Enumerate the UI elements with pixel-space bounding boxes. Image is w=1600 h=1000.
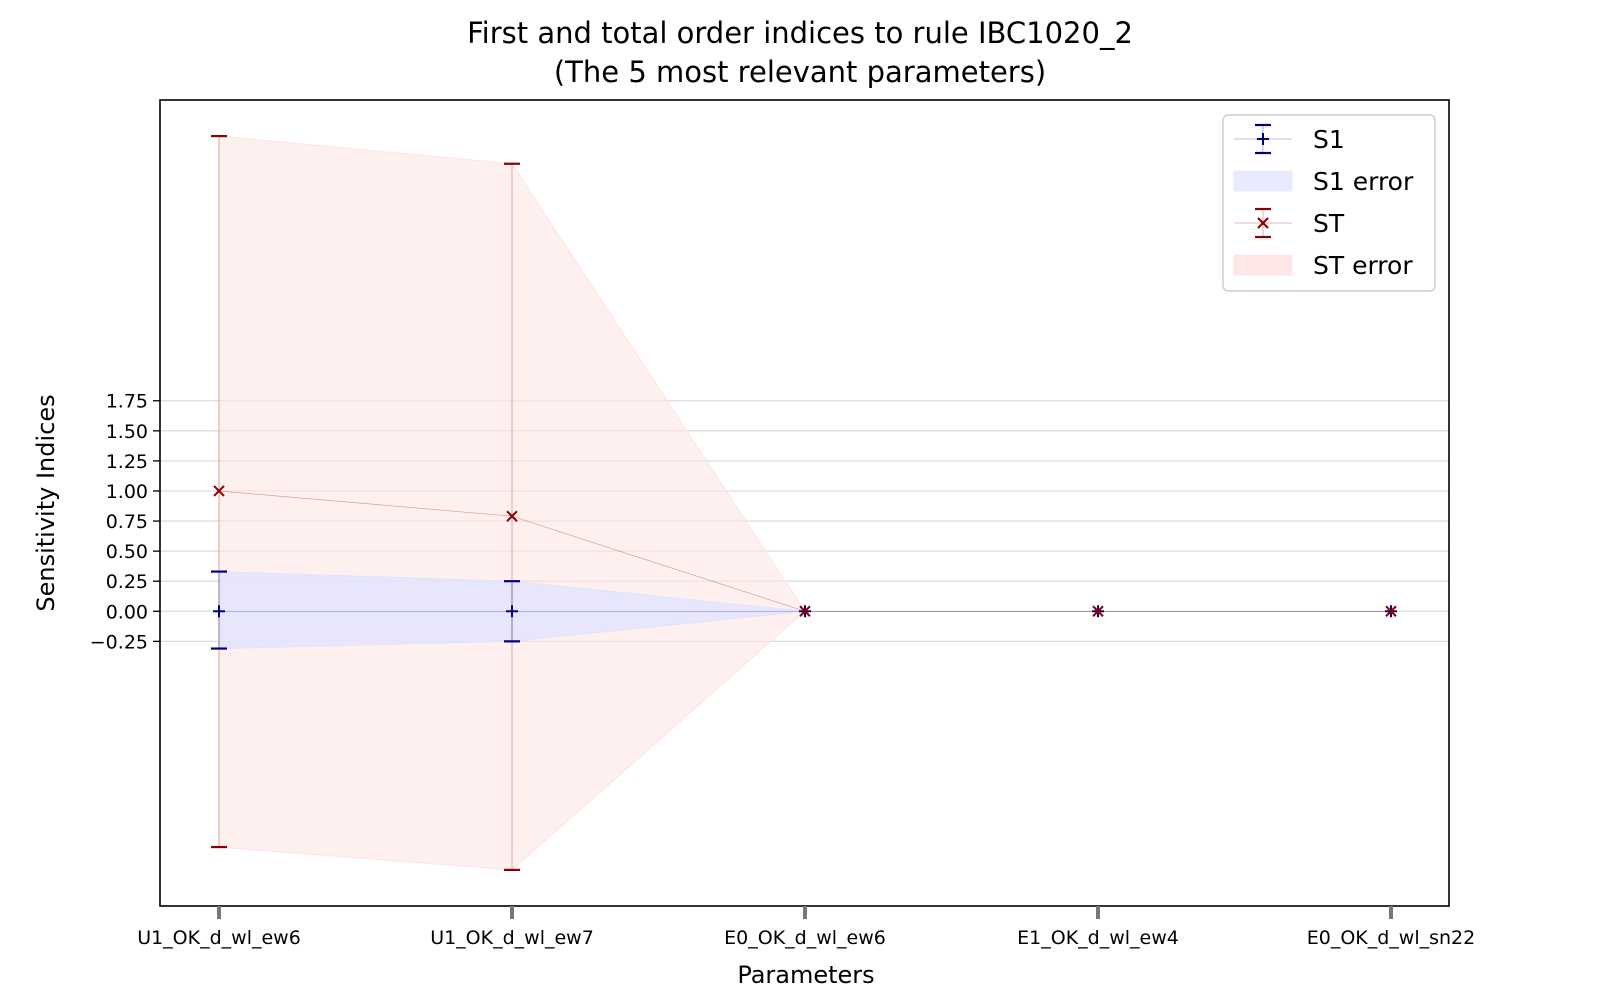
y-tick-label: 1.00 xyxy=(106,481,148,503)
legend-marker-st-b xyxy=(1257,217,1269,229)
legend-marker-st xyxy=(1257,217,1269,229)
y-axis-ticks: −0.25 0.00 0.25 0.50 0.75 1.00 1.25 1.50 1.75 xyxy=(90,391,160,653)
x-tick-label: U1_OK_d_wl_ew6 xyxy=(137,927,301,949)
x-tick-label: E1_OK_d_wl_ew4 xyxy=(1017,927,1179,949)
y-tick-label: 0.50 xyxy=(106,541,148,563)
st-marker xyxy=(213,485,225,497)
data-markers xyxy=(213,485,1397,618)
y-tick-label: 0.00 xyxy=(106,601,148,623)
legend-label-s1: S1 xyxy=(1313,125,1345,154)
x-tick-label: U1_OK_d_wl_ew7 xyxy=(430,927,594,949)
legend-swatch-st-error xyxy=(1233,254,1293,276)
x-axis-ticks: U1_OK_d_wl_ew6 U1_OK_d_wl_ew7 E0_OK_d_wl_e… xyxy=(137,906,1475,949)
st-marker-b xyxy=(506,510,518,522)
legend-label-st-error: ST error xyxy=(1313,251,1413,280)
y-tick-label: 1.25 xyxy=(106,451,148,473)
x-axis-label: Parameters xyxy=(737,961,874,989)
legend-swatch-s1-error xyxy=(1233,170,1293,192)
s1-error-band xyxy=(218,571,1391,650)
legend-frame xyxy=(1222,114,1436,292)
legend-label-st: ST xyxy=(1313,209,1345,238)
s1-marker xyxy=(506,605,518,618)
x-tick-label: E0_OK_d_wl_ew6 xyxy=(724,927,886,949)
y-tick-label: 0.25 xyxy=(106,571,148,593)
error-bars xyxy=(211,134,520,872)
chart-title: First and total order indices to rule IB… xyxy=(467,16,1133,50)
st-marker xyxy=(799,605,811,617)
legend: S1 S1 error ST ST error xyxy=(1222,114,1436,292)
y-tick-label: −0.25 xyxy=(90,631,148,653)
x-tick-label: E0_OK_d_wl_sn22 xyxy=(1307,927,1476,949)
y-axis-label: Sensitivity Indices xyxy=(32,394,60,611)
legend-marker-s1 xyxy=(1257,133,1269,145)
s1-marker xyxy=(213,605,225,618)
st-error-band xyxy=(218,135,1391,871)
y-tick-label: 0.75 xyxy=(106,511,148,533)
st-marker-b xyxy=(1385,605,1397,617)
st-marker xyxy=(1385,605,1397,617)
st-marker-b xyxy=(213,485,225,497)
legend-label-s1-error: S1 error xyxy=(1313,167,1414,196)
st-marker xyxy=(1092,605,1104,617)
error-bands xyxy=(218,135,1391,871)
st-marker-b xyxy=(1092,605,1104,617)
y-tick-label: 1.50 xyxy=(106,421,148,443)
st-marker-b xyxy=(799,605,811,617)
chart-subtitle: (The 5 most relevant parameters) xyxy=(554,55,1046,89)
y-tick-label: 1.75 xyxy=(106,391,148,413)
st-marker xyxy=(506,510,518,522)
